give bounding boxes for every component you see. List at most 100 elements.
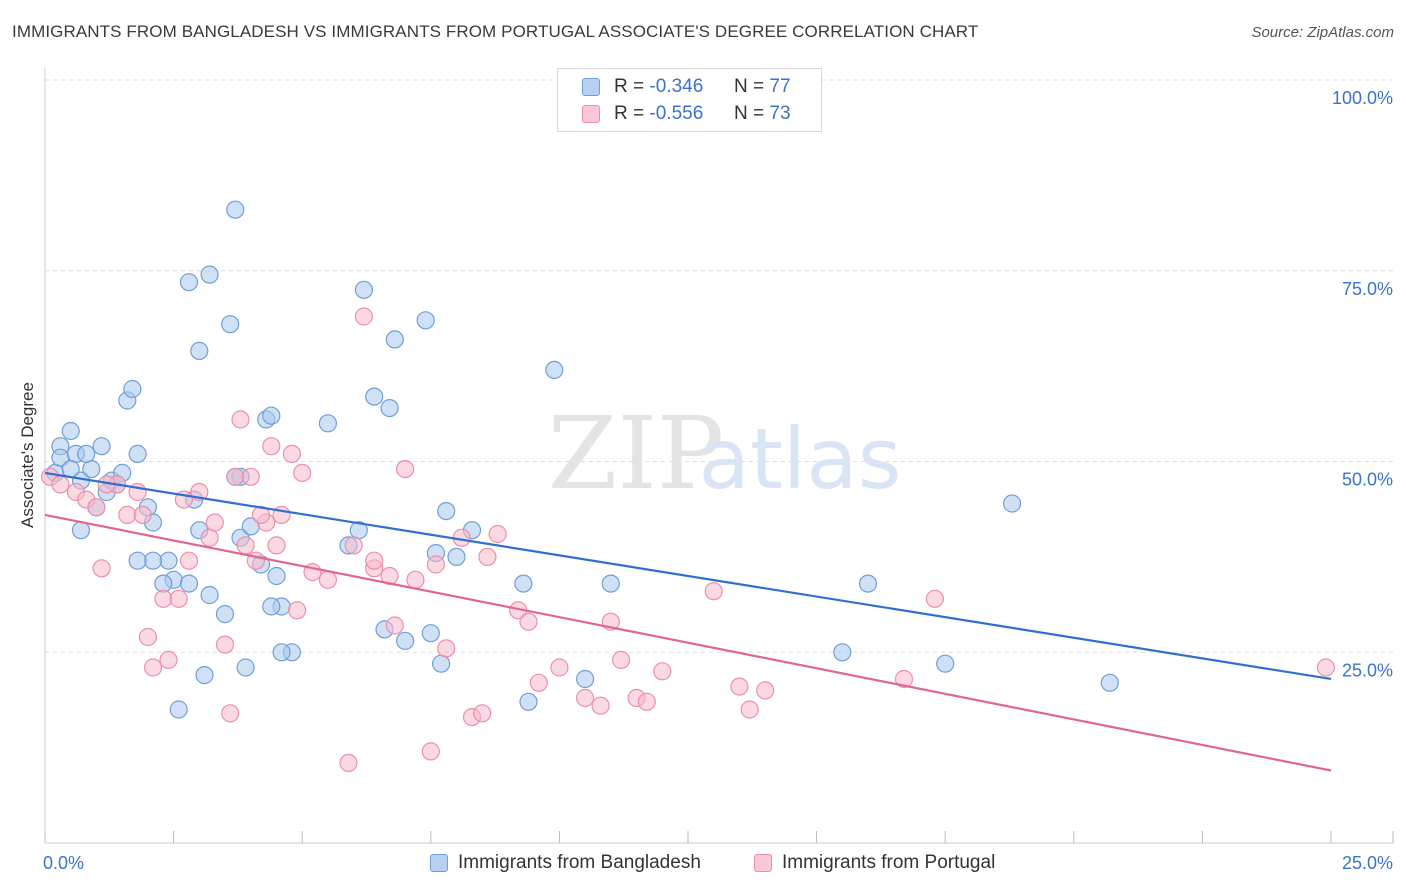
data-point-portugal — [575, 688, 595, 708]
data-point-bangladesh — [514, 574, 533, 593]
data-point-portugal — [236, 536, 255, 555]
data-point-bangladesh — [128, 551, 147, 570]
tick-labels: 100.0% 75.0% 50.0% 25.0% 0.0% 25.0% — [43, 88, 1393, 873]
data-point-bangladesh — [545, 360, 564, 379]
n-stat: N = 77 — [734, 76, 791, 97]
axes — [44, 68, 1394, 844]
data-point-portugal — [740, 700, 759, 719]
data-point-portugal — [730, 677, 749, 696]
data-point-portugal — [611, 650, 631, 670]
data-point-bangladesh — [432, 654, 451, 673]
data-point-portugal — [406, 570, 425, 589]
legend-label: Immigrants from Portugal — [782, 852, 996, 873]
data-point-portugal — [231, 410, 250, 429]
blue-swatch — [582, 78, 600, 96]
data-point-bangladesh — [236, 658, 255, 677]
data-point-bangladesh — [601, 574, 620, 593]
data-point-portugal — [226, 467, 245, 486]
data-point-bangladesh — [1002, 494, 1022, 513]
y-tick-label: 75.0% — [1342, 279, 1393, 299]
pink-swatch — [582, 105, 600, 123]
data-point-bangladesh — [267, 566, 286, 586]
data-point-portugal — [221, 704, 240, 723]
data-point-bangladesh — [143, 551, 163, 570]
data-point-bangladesh — [82, 460, 101, 479]
data-point-bangladesh — [215, 604, 235, 624]
data-point-portugal — [288, 601, 307, 620]
data-point-bangladesh — [179, 574, 199, 593]
data-point-portugal — [138, 627, 157, 647]
data-point-portugal — [756, 681, 775, 700]
data-point-portugal — [704, 582, 723, 601]
data-point-bangladesh — [92, 437, 111, 456]
data-point-bangladesh — [226, 200, 245, 219]
data-point-portugal — [205, 513, 224, 532]
data-point-portugal — [488, 524, 507, 544]
data-point-bangladesh — [169, 700, 188, 719]
data-point-portugal — [519, 612, 538, 631]
data-point-bangladesh — [858, 574, 878, 593]
data-point-portugal — [133, 505, 152, 525]
data-point-bangladesh — [123, 379, 142, 399]
data-point-bangladesh — [365, 387, 384, 406]
data-point-bangladesh — [221, 315, 240, 334]
data-point-bangladesh — [437, 502, 456, 521]
data-point-portugal — [251, 505, 271, 525]
data-point-bangladesh — [421, 624, 440, 643]
data-point-bangladesh — [262, 406, 281, 425]
data-point-portugal — [426, 555, 445, 574]
data-point-portugal — [437, 639, 456, 658]
pink-swatch — [754, 854, 772, 872]
trend-line-bangladesh — [44, 471, 1332, 681]
x-tick-label: 25.0% — [1342, 853, 1393, 873]
data-point-portugal — [550, 658, 569, 677]
data-point-portugal — [894, 669, 914, 689]
data-point-bangladesh — [385, 330, 404, 349]
data-point-portugal — [200, 528, 219, 547]
data-point-bangladesh — [200, 265, 219, 284]
data-point-portugal — [179, 551, 199, 570]
data-point-portugal — [318, 570, 337, 589]
trend-lines — [44, 471, 1332, 772]
data-point-portugal — [1316, 658, 1336, 677]
data-point-portugal — [478, 547, 497, 567]
data-point-bangladesh — [190, 341, 209, 360]
watermark: ZIP atlas — [548, 395, 902, 512]
stats-legend: R = -0.346 N = 77 R = -0.556 N = 73 — [557, 68, 822, 132]
data-point-portugal — [591, 696, 610, 715]
data-point-portugal — [421, 742, 440, 761]
watermark-atlas: atlas — [699, 410, 902, 508]
data-point-bangladesh — [575, 669, 595, 689]
data-point-bangladesh — [262, 597, 281, 616]
source-label: Source: ZipAtlas.com — [1251, 24, 1394, 41]
y-tick-label: 50.0% — [1342, 470, 1393, 490]
data-point-portugal — [396, 460, 415, 479]
data-point-portugal — [293, 463, 312, 482]
watermark-zip: ZIP — [548, 395, 724, 512]
data-point-portugal — [169, 589, 188, 608]
y-tick-label: 100.0% — [1332, 88, 1393, 108]
data-point-portugal — [143, 658, 163, 677]
data-point-portugal — [215, 635, 235, 654]
n-stat: N = 73 — [734, 103, 791, 124]
gridlines — [45, 79, 1393, 653]
data-point-bangladesh — [396, 631, 415, 650]
data-point-portugal — [51, 475, 70, 494]
data-point-bangladesh — [77, 444, 96, 463]
data-point-portugal — [282, 444, 301, 463]
data-point-bangladesh — [318, 414, 337, 433]
data-point-portugal — [473, 704, 492, 723]
data-point-bangladesh — [447, 547, 466, 567]
data-point-portugal — [262, 437, 281, 456]
blue-swatch — [430, 854, 448, 872]
data-point-portugal — [637, 692, 656, 711]
chart-title: IMMIGRANTS FROM BANGLADESH VS IMMIGRANTS… — [12, 22, 979, 41]
data-point-bangladesh — [833, 643, 852, 662]
trend-line-portugal — [44, 513, 1332, 772]
legend-label: Immigrants from Bangladesh — [458, 852, 701, 873]
data-point-portugal — [159, 650, 178, 670]
data-point-bangladesh — [272, 643, 291, 662]
data-point-portugal — [339, 753, 358, 773]
data-point-bangladesh — [936, 654, 955, 673]
data-point-bangladesh — [154, 574, 173, 593]
